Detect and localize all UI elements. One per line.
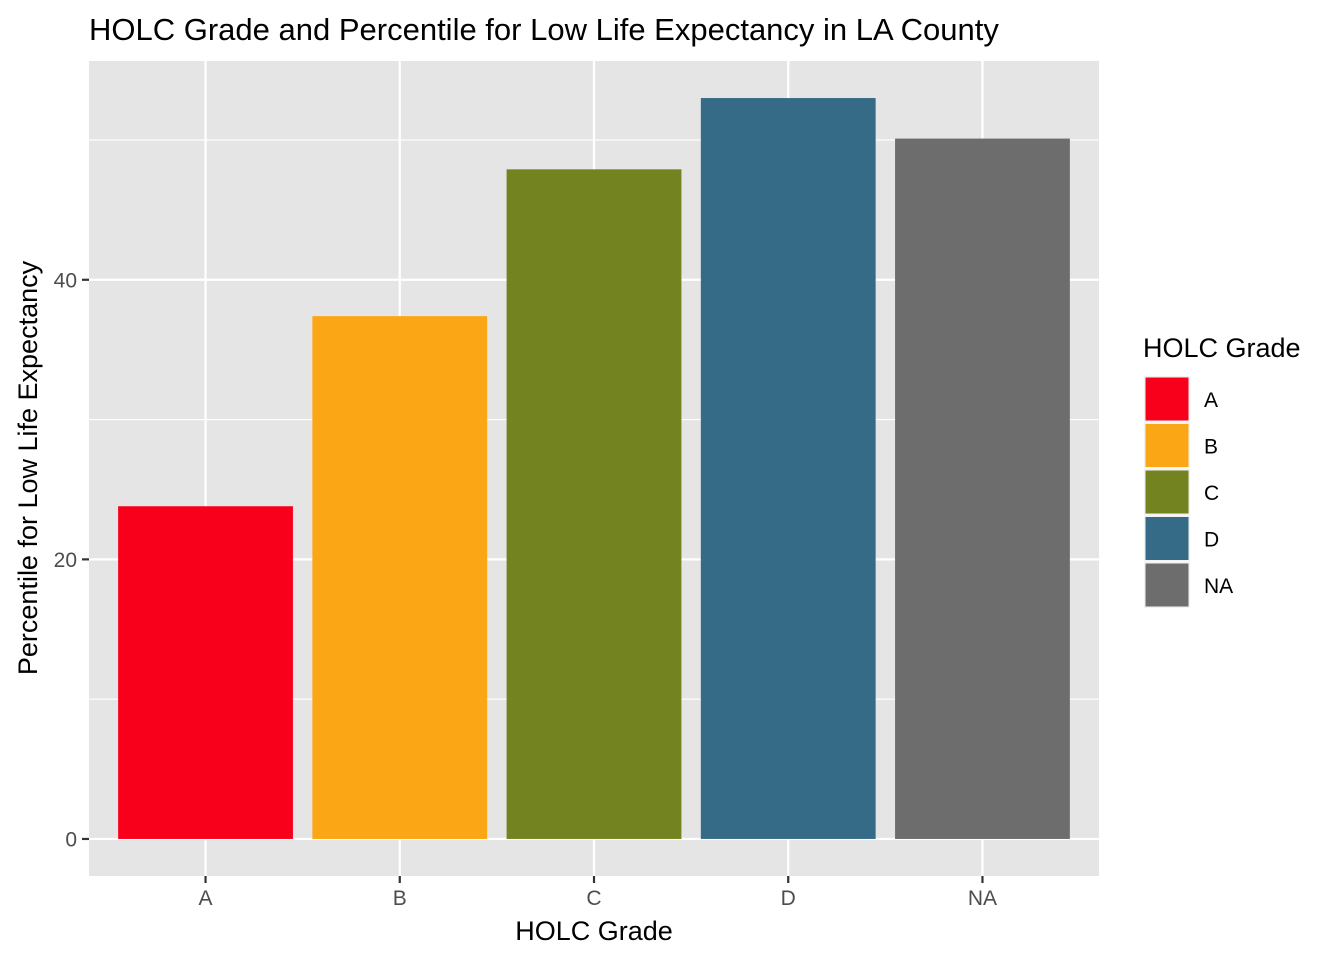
legend: HOLC Grade A BC D NA [1143,333,1301,608]
bar-c [506,169,682,839]
y-axis-title: Percentile for Low Life Expectancy [13,260,43,675]
bar-a [118,506,293,839]
bars [118,98,1070,839]
bar-d [700,98,876,839]
x-tick-label-c: C [586,887,601,910]
x-tick-label-a: A [199,887,213,910]
bar-b [312,316,488,839]
y-tick-label: 40 [54,269,77,292]
x-tick-label-d: D [781,887,796,910]
legend-label-d: D [1204,529,1219,552]
legend-swatch-b [1145,424,1189,467]
legend-label-c: C [1204,482,1219,505]
x-tick-label-b: B [393,887,407,910]
y-tick-label: 20 [54,549,77,572]
legend-swatch-d [1145,517,1189,560]
bar-na [895,138,1070,839]
legend-label-na: NA [1204,575,1233,598]
x-tick-label-na: NA [968,887,997,910]
y-tick-label: 0 [65,828,77,851]
legend-label-b: B [1204,436,1218,459]
legend-swatch-na [1145,563,1189,607]
legend-label-a: A [1204,389,1218,412]
legend-title: HOLC Grade [1143,333,1301,363]
x-axis-title: HOLC Grade [515,916,673,946]
axes: 0 20 40 A B C D NA [54,269,997,910]
legend-swatch-c [1145,470,1189,514]
legend-swatch-a [1145,377,1189,421]
chart-title: HOLC Grade and Percentile for Low Life E… [89,12,999,47]
